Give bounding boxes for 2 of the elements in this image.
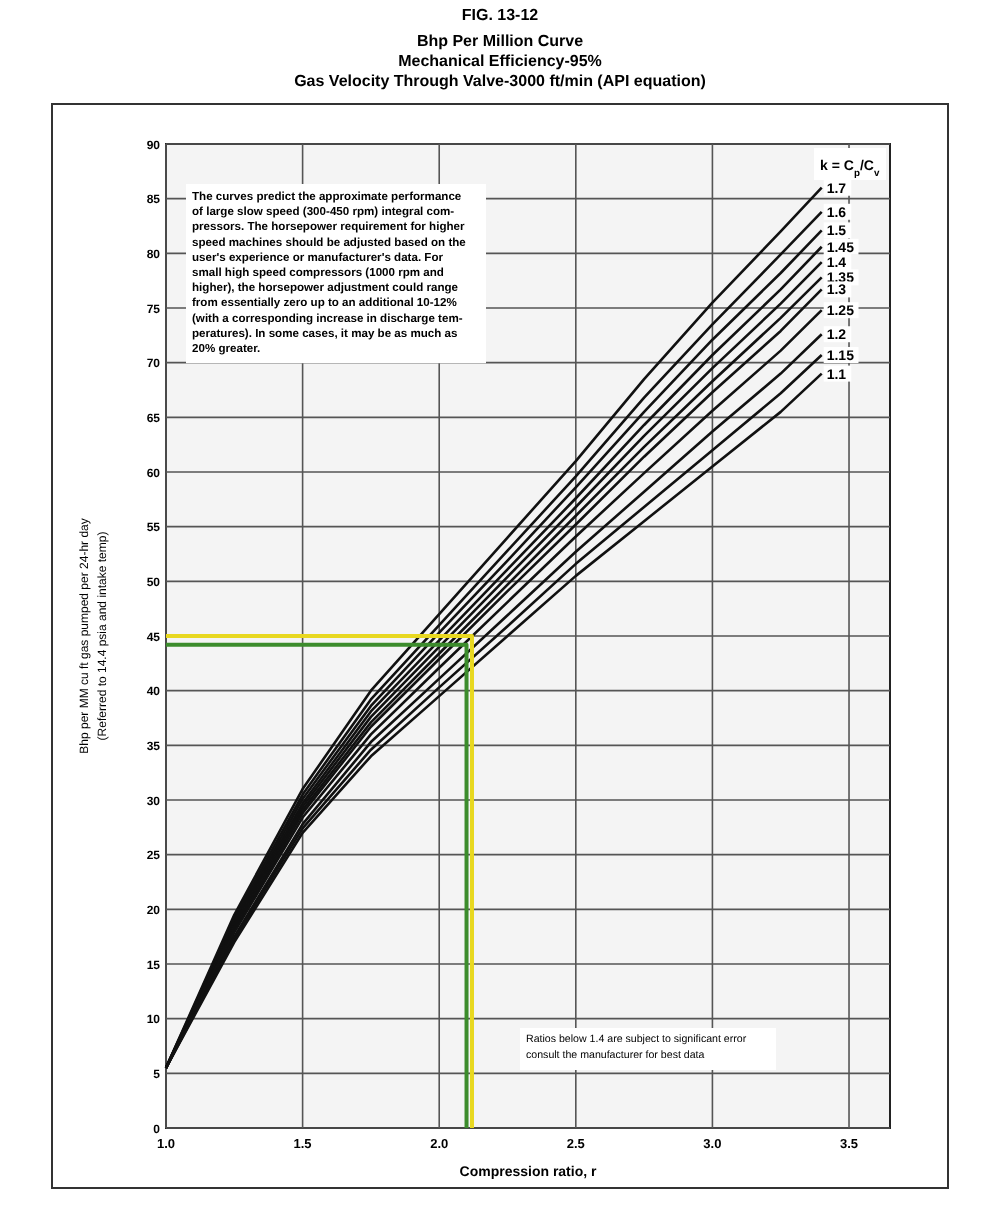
chart-subtitle: Bhp Per Million Curve Mechanical Efficiency-95% Gas Velocity Through Valve-3000 ft/min (API equation) bbox=[294, 32, 707, 90]
chart-title: FIG. 13-12 bbox=[461, 6, 540, 24]
